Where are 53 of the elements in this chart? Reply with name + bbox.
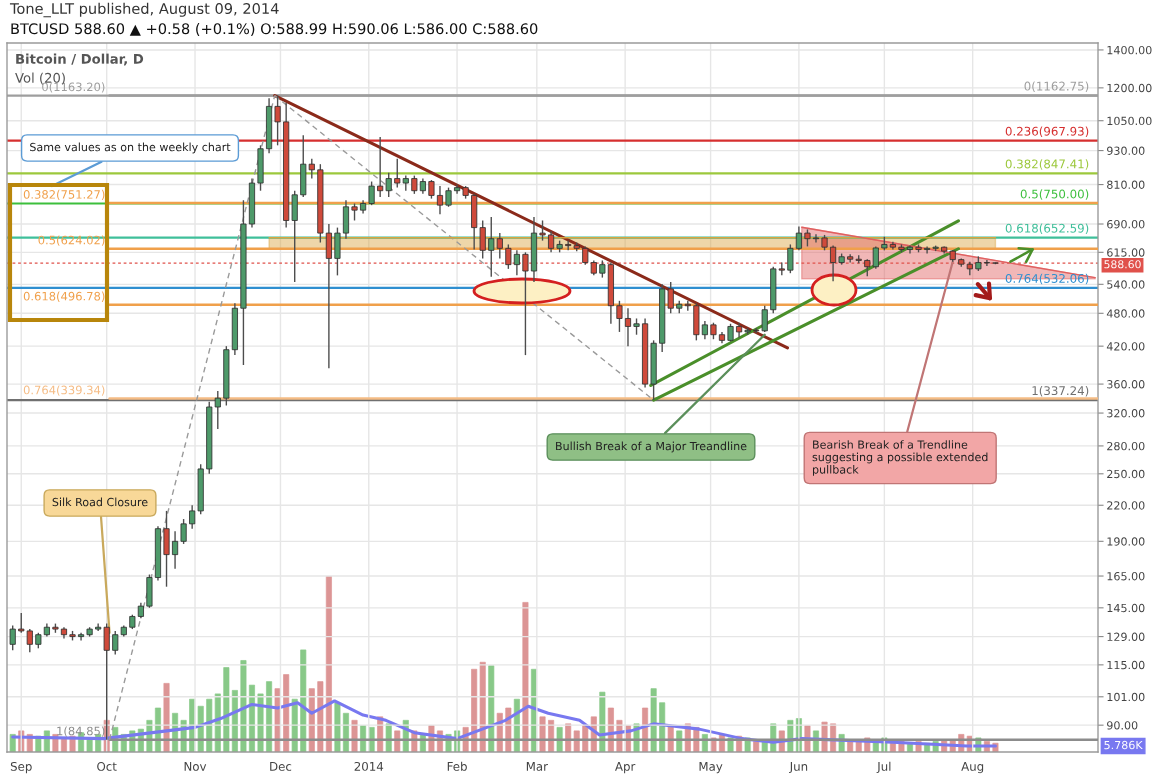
y-tick-label: 360.00: [1107, 380, 1145, 389]
x-tick-label: Sep: [10, 761, 32, 774]
y-tick-label: 190.00: [1107, 537, 1145, 546]
x-tick-label: Feb: [447, 761, 467, 771]
ref-line-label: 0(1162.75): [1024, 81, 1089, 92]
x-tick-label: Oct: [97, 761, 117, 771]
ref-line-label: 1(337.24): [1032, 385, 1089, 397]
x-tick-label: Apr: [615, 762, 636, 774]
x-tick-label: Aug: [961, 762, 984, 774]
ref-line-label: 0.382(847.41): [1005, 159, 1089, 170]
text: Tone_LLT published, August 09, 2014: [9, 2, 279, 18]
y-tick-label: 480.00: [1106, 309, 1145, 318]
text: 5.786K: [1104, 740, 1143, 750]
y-tick-label: 165.00: [1107, 572, 1145, 581]
series-label: 0.618(496.78): [23, 291, 105, 302]
y-tick-label: 540.00: [1107, 280, 1145, 289]
ref-line-label: 588.60: [1104, 260, 1141, 269]
y-tick-label: 1050.00: [1107, 116, 1152, 126]
ref-line-label: 0.764(532.06): [1005, 273, 1089, 285]
x-tick-label: Dec: [270, 762, 292, 771]
series-label: 0.382(751.27): [23, 189, 105, 201]
y-tick-label: 1200.00: [1107, 83, 1152, 93]
y-tick-label: 930.00: [1107, 146, 1145, 155]
y-tick-label: 101.00: [1107, 692, 1145, 702]
y-tick-label: 129.00: [1107, 632, 1145, 641]
y-tick-label: 145.00: [1107, 603, 1145, 613]
x-tick-label: Jul: [876, 761, 891, 774]
annotation: Same values as on the weekly chart: [30, 142, 231, 154]
annotation: Bullish Break of a Major Treandline: [556, 441, 747, 453]
ref-line-label: 0.5(750.00): [1020, 189, 1089, 200]
y-tick-label: 280.00: [1107, 441, 1145, 451]
y-tick-label: 690.00: [1107, 219, 1145, 229]
x-tick-label: May: [699, 762, 723, 774]
y-tick-label: 90.00: [1107, 721, 1138, 730]
y-tick-label: 250.00: [1107, 469, 1145, 479]
annotation: Silk Road Closure: [52, 497, 148, 507]
x-tick-label: Nov: [184, 762, 207, 771]
x-tick-label: Mar: [526, 762, 548, 771]
y-tick-label: 115.00: [1107, 660, 1145, 670]
annotation: Bearish Break of a Trendline suggesting a possible extended pullback: [812, 440, 988, 476]
x-tick-label: 2014: [354, 761, 384, 771]
y-tick-label: 220.00: [1107, 501, 1145, 510]
ref-line-label: 0.618(652.59): [1005, 223, 1089, 235]
y-tick-label: 1400.00: [1107, 45, 1152, 55]
y-tick-label: 320.00: [1107, 409, 1145, 418]
y-tick-label: 615.00: [1107, 248, 1145, 257]
y-tick-label: 810.00: [1107, 180, 1145, 189]
x-tick-label: Jun: [789, 762, 808, 774]
series-label: 0.764(339.34): [23, 385, 105, 396]
y-tick-label: 420.00: [1106, 342, 1145, 351]
chart-subtitle: BTCUSD 588.60 ▲ +0.58 (+0.1%) O:588.99 H:590.06 L:586.00 C:588.60: [11, 22, 538, 36]
ref-line-label: 0.236(967.93): [1005, 126, 1089, 138]
text: Bitcoin / Dollar, D: [16, 53, 144, 66]
